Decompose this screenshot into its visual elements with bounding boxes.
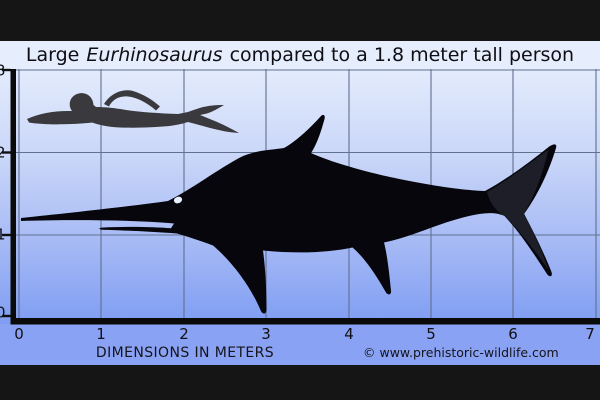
x-tick-6: 6 — [508, 325, 518, 343]
letterbox-top — [0, 0, 600, 41]
axis-spines — [10, 69, 600, 325]
eurhinosaurus-body — [21, 114, 557, 314]
person-raised-arm — [104, 90, 160, 111]
x-tick-2: 2 — [179, 325, 189, 343]
person-silhouette — [27, 90, 239, 133]
eurhinosaurus-tail-fluke-shading — [487, 149, 549, 270]
x-tick-4: 4 — [344, 325, 354, 343]
x-tick-3: 3 — [261, 325, 271, 343]
title-prefix: Large — [25, 44, 80, 66]
y-axis-ticks — [2, 68, 11, 318]
y-tick-0: 0 — [0, 303, 6, 322]
x-tick-0: 0 — [14, 325, 24, 343]
eurhinosaurus-eye — [173, 196, 183, 204]
title-species-italic: Eurhinosaurus — [86, 44, 223, 66]
eurhinosaurus-silhouette — [21, 114, 557, 314]
x-tick-5: 5 — [426, 325, 436, 343]
person-body — [27, 93, 239, 133]
title-suffix: compared to a 1.8 meter tall person — [229, 44, 575, 66]
x-tick-7: 7 — [585, 325, 595, 343]
axis-band: 0 1 2 3 4 5 6 7 DIMENSIONS IN METERS © w… — [0, 324, 600, 365]
letterbox-bottom — [0, 365, 600, 400]
copyright-text: © www.prehistoric-wildlife.com — [363, 345, 559, 360]
title-bar: Large Eurhinosaurus compared to a 1.8 me… — [0, 41, 600, 69]
x-axis-label: DIMENSIONS IN METERS — [95, 345, 275, 361]
x-tick-1: 1 — [96, 325, 106, 343]
